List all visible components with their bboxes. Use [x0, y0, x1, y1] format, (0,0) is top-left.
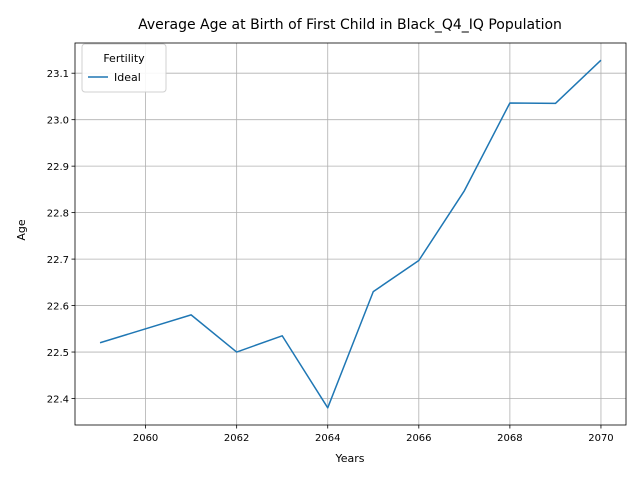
legend-label-ideal: Ideal: [114, 71, 141, 84]
x-tick-label: 2062: [224, 433, 249, 444]
y-tick-label: 23.1: [47, 69, 69, 80]
legend-title: Fertility: [103, 52, 145, 65]
x-tick-label: 2064: [315, 433, 340, 444]
x-tick-label: 2066: [406, 433, 431, 444]
x-axis: 2060 2062 2064 2066 2068 2070: [133, 425, 614, 444]
series-group: [99, 59, 602, 409]
chart-title: Average Age at Birth of First Child in B…: [138, 17, 562, 33]
grid: [75, 43, 626, 425]
legend-box: [81, 43, 167, 93]
x-axis-label: Years: [334, 452, 364, 465]
y-tick-label: 22.5: [47, 348, 69, 359]
y-tick-label: 22.8: [47, 209, 69, 220]
y-tick-label: 22.9: [47, 162, 69, 173]
y-tick-label: 23.0: [47, 116, 69, 127]
x-tick-label: 2068: [497, 433, 522, 444]
x-tick-label: 2070: [588, 433, 613, 444]
y-axis-label: Age: [15, 219, 28, 241]
plot-frame: [74, 42, 627, 426]
x-tick-label: 2060: [133, 433, 158, 444]
y-tick-label: 22.4: [47, 395, 69, 406]
y-axis: 22.4 22.5 22.6 22.7 22.8 22.9 23.0 23.1: [47, 69, 75, 406]
legend: Fertility Ideal: [81, 43, 167, 93]
y-tick-label: 22.7: [47, 255, 69, 266]
series-line-ideal: [99, 59, 602, 409]
y-tick-label: 22.6: [47, 302, 69, 313]
